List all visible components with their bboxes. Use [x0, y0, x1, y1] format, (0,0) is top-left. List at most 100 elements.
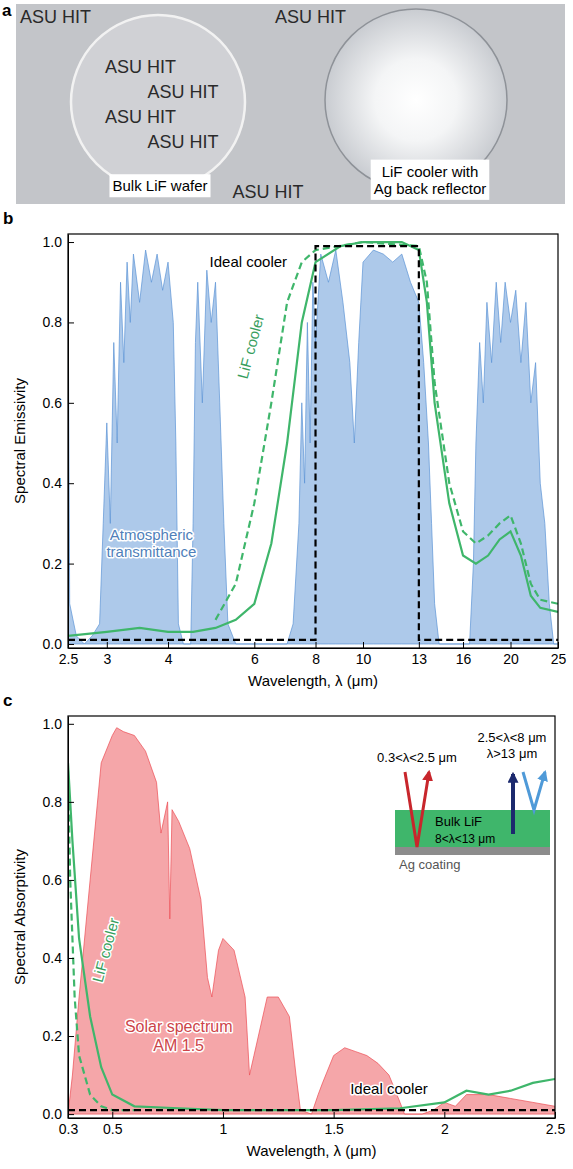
y-tick-mark: [68, 322, 74, 323]
y-tick-label: 1.0: [43, 716, 63, 732]
arrow: [405, 772, 429, 847]
y-tick-mark: [68, 1036, 74, 1037]
y-tick-mark: [68, 1114, 74, 1115]
text-line: transmittance: [106, 543, 196, 560]
background-text: ASU HIT: [148, 82, 219, 102]
x-tick-label: 2.5: [546, 1121, 566, 1137]
x-tick: 4: [165, 642, 173, 667]
photo-background: [16, 4, 565, 204]
x-tick-mark: [463, 642, 464, 648]
chart: b2.5346810131620250.00.20.40.60.81.0Wave…: [3, 209, 566, 689]
y-tick: 0.6: [43, 395, 74, 411]
x-tick-mark: [107, 642, 108, 648]
y-tick-mark: [68, 564, 74, 565]
x-tick: 8: [312, 642, 320, 667]
x-tick: 1: [220, 1112, 228, 1137]
series-label: LiF cooler: [89, 916, 122, 984]
series-label: Solar spectrum AM 1.5: [125, 1018, 233, 1053]
y-axis: 0.0 0.2 0.4 0.6 0.8 1.0: [43, 716, 74, 1122]
y-tick-label: 0.6: [43, 395, 63, 411]
x-tick-mark: [444, 1112, 445, 1118]
background-text: ASU HIT: [148, 132, 219, 152]
x-tick: 2.5: [546, 1112, 566, 1137]
panel-letter: b: [3, 209, 13, 228]
y-tick: 0.0: [43, 1106, 74, 1122]
x-tick-mark: [254, 642, 255, 648]
panel-letter: c: [3, 691, 12, 710]
panel-letter: a: [2, 1, 12, 20]
ag-layer: [395, 847, 550, 855]
line-series: [68, 242, 558, 636]
y-tick-label: 0.2: [43, 1028, 63, 1044]
wafer-fill: [71, 15, 245, 189]
x-tick: 16: [456, 642, 472, 667]
y-tick-mark: [68, 483, 74, 484]
x-tick-label: 1.5: [324, 1121, 344, 1137]
x-tick-mark: [168, 642, 169, 648]
inset-label: 2.5<λ<8 μm: [478, 730, 547, 745]
x-tick-mark: [334, 1112, 335, 1118]
text-line: Ag back reflector: [374, 180, 487, 197]
y-tick-label: 0.4: [43, 475, 63, 491]
x-tick: 2: [441, 1112, 449, 1137]
text-line: AM 1.5: [153, 1037, 204, 1054]
y-tick: 0.2: [43, 556, 74, 572]
y-tick-label: 0.0: [43, 1106, 63, 1122]
photo-label: Bulk LiF wafer: [112, 177, 207, 194]
y-tick: 0.2: [43, 1028, 74, 1044]
arrow: [523, 772, 545, 810]
x-axis: 0.3 0.5 1 1.5 2 2.5: [59, 1112, 566, 1137]
background-text: ASU HIT: [233, 182, 304, 202]
y-tick: 0.0: [43, 636, 74, 652]
x-tick-label: 25: [551, 651, 567, 667]
photo: ASU HIT ASU HIT ASU HIT ASU HIT ASU HIT ASU H…: [16, 4, 565, 204]
y-tick: 0.8: [43, 314, 74, 330]
background-text: ASU HIT: [105, 57, 176, 77]
x-tick-label: 2.5: [59, 651, 79, 667]
x-tick-label: 6: [251, 651, 259, 667]
y-tick: 0.8: [43, 794, 74, 810]
inset-label: 8<λ<13 μm: [435, 832, 495, 846]
chart: c0.30.511.522.50.00.20.40.60.81.0Wavelen…: [3, 691, 565, 1159]
figure: aASU HITASU HITASU HITASU HITASU HITASU …: [0, 0, 573, 1169]
inset-label: Ag coating: [399, 857, 460, 872]
x-axis-line: [69, 1118, 556, 1119]
text-line: LiF cooler with: [382, 163, 479, 180]
background-text: ASU HIT: [275, 7, 346, 27]
area-series: [68, 250, 558, 644]
y-tick-label: 0.6: [43, 872, 63, 888]
line-series: [216, 242, 558, 620]
y-tick-mark: [68, 403, 74, 404]
background-text: ASU HIT: [20, 7, 91, 27]
x-tick-label: 13: [412, 651, 428, 667]
photo-labels: Bulk LiF wafer LiF cooler withAg back ref…: [109, 160, 489, 200]
plot-area: [68, 242, 558, 644]
y-tick-label: 0.8: [43, 314, 63, 330]
series-label: Ideal cooler: [350, 1080, 428, 1097]
y-tick: 0.4: [43, 950, 74, 966]
line-series: [68, 763, 555, 1110]
y-tick-label: 1.0: [43, 234, 63, 250]
photo-label: LiF cooler withAg back reflector: [374, 163, 487, 197]
x-axis-line: [69, 648, 559, 649]
x-tick-label: 20: [503, 651, 519, 667]
area-series: [68, 728, 555, 1114]
photo-label-box: [109, 174, 210, 197]
plot-frame: [68, 234, 558, 648]
y-tick-label: 0.8: [43, 794, 63, 810]
x-tick: 0.5: [103, 1112, 123, 1137]
x-tick-label: 0.3: [59, 1121, 79, 1137]
x-tick-label: 2: [441, 1121, 449, 1137]
x-tick: 13: [412, 642, 428, 667]
x-tick-mark: [419, 642, 420, 648]
line-series: [68, 771, 134, 1111]
y-tick-mark: [68, 880, 74, 881]
x-tick-label: 10: [356, 651, 372, 667]
x-tick-mark: [555, 1112, 556, 1118]
y-tick: 1.0: [43, 716, 74, 732]
text-line: Solar spectrum: [125, 1018, 233, 1035]
x-tick: 25: [551, 642, 567, 667]
x-tick: 20: [503, 642, 519, 667]
x-tick-mark: [316, 642, 317, 648]
background-text-group: ASU HIT ASU HIT ASU HIT ASU HIT ASU HIT ASU H…: [20, 7, 346, 202]
